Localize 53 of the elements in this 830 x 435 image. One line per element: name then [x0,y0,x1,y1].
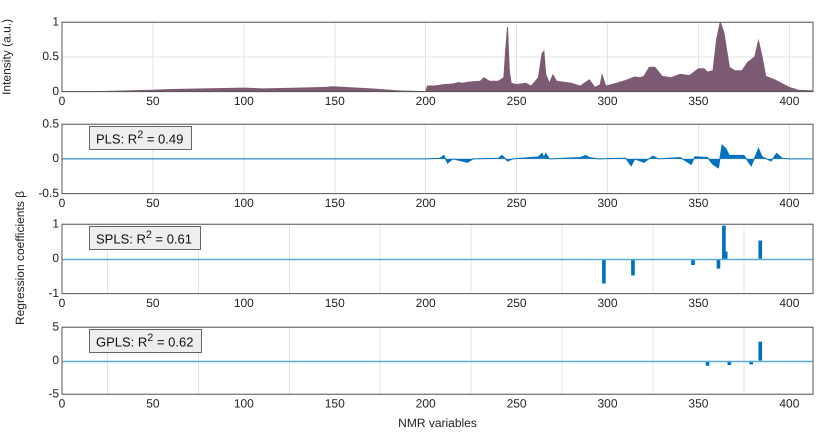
x-tick-label: 350 [688,296,709,310]
x-tick-label: 350 [688,196,709,210]
x-tick-label: 100 [234,196,254,210]
x-tick-label: 250 [506,296,527,310]
x-tick-label: 350 [688,94,709,108]
x-tick-label: 400 [779,94,800,108]
annotation: GPLS: R$^{2}$ = 0.62 [89,329,202,354]
x-tick-label: 100 [234,94,254,108]
bar [631,259,635,276]
y-tick-label: 0 [52,151,60,166]
x-tick-label: 200 [416,196,436,210]
y-tick-label: 0 [52,84,60,98]
x-tick-label: 200 [416,396,436,411]
x-tick-label: 50 [146,196,160,210]
y-tick-label: 0 [52,353,60,368]
x-tick-label: 150 [324,94,346,108]
x-tick-label: 150 [324,396,346,411]
annotation: SPLS: R$^{2}$ = 0.61 [89,226,202,250]
x-tick-label: 300 [598,196,618,210]
x-tick-label: 400 [779,296,800,310]
y-tick-label: 5 [52,320,60,334]
y-tick-label: -5 [48,386,60,401]
x-tick-label: 300 [598,396,618,411]
x-tick-label: 250 [506,196,527,210]
x-tick-label: 250 [506,396,527,411]
y-tick-label: 0.5 [42,49,60,64]
bar [758,240,762,259]
y-tick-label: 1 [52,14,60,29]
x-tick-label: 100 [234,396,254,411]
y-tick-label: 0.5 [42,116,60,131]
x-tick-label: 50 [146,94,160,108]
y-tick-label: -1 [48,286,60,300]
x-tick-label: 150 [324,196,346,210]
x-tick-label: 400 [779,196,800,210]
x-tick-label: 50 [146,396,160,411]
annotation: PLS: R$^{2}$ = 0.49 [89,126,192,150]
y-tick-label: 1 [52,216,60,231]
y-tick-label: -0.5 [38,186,60,200]
x-tick-label: 350 [688,396,709,411]
bar [602,259,606,284]
x-tick-label: 300 [598,296,618,310]
x-tick-label: 200 [416,296,436,310]
y-axis-title: Regression coefficients β [13,190,27,326]
x-tick-label: 200 [416,94,436,108]
x-tick-label: 250 [506,94,527,108]
x-tick-label: 400 [779,396,800,411]
x-tick-label: 300 [598,94,618,108]
x-tick-label: 150 [324,296,346,310]
y-tick-label: 0 [52,251,60,266]
y-axis-title: Intensity (a.u.) [0,18,14,95]
x-tick-label: 50 [146,296,160,310]
x-axis-title: NMR variables [398,416,477,430]
x-tick-label: 100 [234,296,254,310]
